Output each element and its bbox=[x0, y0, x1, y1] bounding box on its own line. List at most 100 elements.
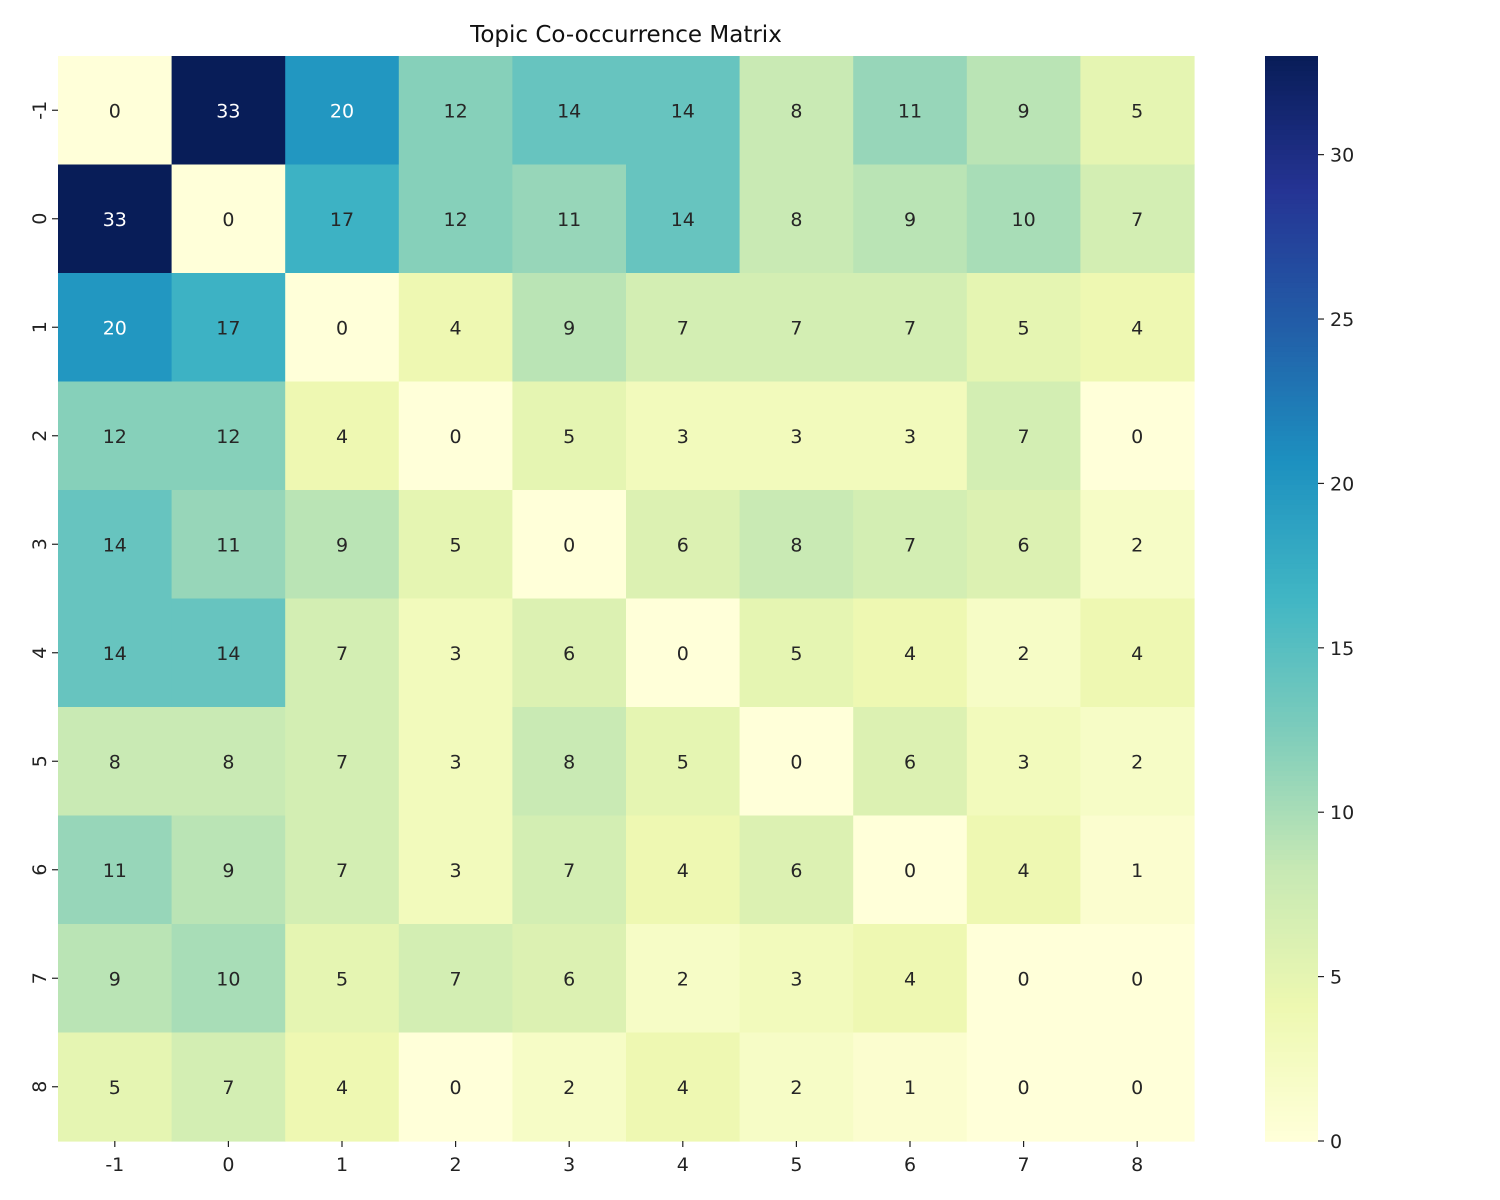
colorbar-tick-label: 30 bbox=[1330, 145, 1354, 167]
cell-value-label: 8 bbox=[109, 751, 121, 773]
heatmap-cell bbox=[171, 598, 286, 708]
heatmap-cell bbox=[739, 490, 854, 600]
colorbar-segment bbox=[1265, 563, 1318, 570]
colorbar-segment bbox=[1265, 928, 1318, 935]
heatmap-cell bbox=[398, 815, 513, 925]
heatmap-cell bbox=[853, 707, 968, 817]
colorbar-segment bbox=[1265, 120, 1318, 126]
colorbar-segment bbox=[1265, 169, 1318, 176]
colorbar-segment bbox=[1265, 144, 1318, 151]
colorbar-segment bbox=[1265, 75, 1318, 82]
colorbar-segment bbox=[1265, 154, 1318, 161]
cell-value-label: 5 bbox=[790, 643, 802, 665]
y-tick-label: 6 bbox=[29, 864, 51, 876]
heatmap-cell bbox=[398, 1032, 513, 1142]
cell-value-label: 9 bbox=[336, 534, 348, 556]
cell-value-label: 2 bbox=[790, 1077, 802, 1099]
colorbar-segment bbox=[1265, 277, 1318, 284]
colorbar-segment bbox=[1265, 149, 1318, 156]
colorbar-segment bbox=[1265, 578, 1318, 585]
heatmap-cell bbox=[966, 924, 1081, 1034]
colorbar-segment bbox=[1265, 351, 1318, 358]
heatmap-cell bbox=[853, 815, 968, 925]
colorbar-segment bbox=[1265, 445, 1318, 452]
colorbar-segment bbox=[1265, 997, 1318, 1004]
colorbar-segment bbox=[1265, 529, 1318, 536]
colorbar-segment bbox=[1265, 233, 1318, 240]
heatmap-cell bbox=[58, 815, 173, 925]
x-tick-label: 7 bbox=[1018, 1154, 1030, 1176]
x-axis: -1 0 1 2 3 4 5 6 7 8 bbox=[105, 1141, 1143, 1176]
heatmap-cell bbox=[1080, 1032, 1195, 1142]
colorbar-segment bbox=[1265, 243, 1318, 250]
colorbar-segment bbox=[1265, 381, 1318, 388]
cell-value-label: 12 bbox=[444, 100, 468, 122]
colorbar-segment bbox=[1265, 835, 1318, 841]
x-tick-label: 2 bbox=[450, 1154, 462, 1176]
colorbar-segment bbox=[1265, 134, 1318, 141]
heatmap-cell bbox=[626, 490, 741, 600]
cell-value-label: 14 bbox=[671, 100, 695, 122]
colorbar-segment bbox=[1265, 707, 1318, 713]
cell-value-label: 7 bbox=[563, 860, 575, 882]
colorbar-segment bbox=[1265, 938, 1318, 945]
heatmap-cell bbox=[398, 164, 513, 274]
colorbar-segment bbox=[1265, 332, 1318, 338]
cell-value-label: 11 bbox=[898, 100, 922, 122]
cell-value-label: 12 bbox=[103, 426, 127, 448]
cell-value-label: 8 bbox=[222, 751, 234, 773]
colorbar-segment bbox=[1265, 346, 1318, 353]
colorbar-segment bbox=[1265, 475, 1318, 481]
cell-value-label: 7 bbox=[904, 317, 916, 339]
colorbar-segment bbox=[1265, 218, 1318, 225]
heatmap-cell bbox=[398, 490, 513, 600]
colorbar-segment bbox=[1265, 470, 1318, 477]
cell-value-label: 14 bbox=[103, 534, 127, 556]
heatmap-cell bbox=[739, 381, 854, 491]
heatmap-cell bbox=[966, 815, 1081, 925]
heatmap-cell bbox=[853, 273, 968, 383]
colorbar-segment bbox=[1265, 371, 1318, 378]
colorbar-segment bbox=[1265, 115, 1318, 121]
heatmap-cell bbox=[58, 56, 173, 166]
colorbar-segment bbox=[1265, 618, 1318, 624]
heatmap-cell bbox=[398, 598, 513, 708]
colorbar-segment bbox=[1265, 682, 1318, 689]
colorbar-segment bbox=[1265, 238, 1318, 245]
colorbar-segment bbox=[1265, 524, 1318, 531]
heatmap-cell bbox=[853, 490, 968, 600]
colorbar-segment bbox=[1265, 1037, 1318, 1044]
heatmap-cells: 0 33 20 12 14 14 8 11 9 533 0 17 12 11 14 8 9 10 720 17 0 4 9 7… bbox=[58, 56, 1195, 1142]
heatmap-cell bbox=[285, 381, 400, 491]
heatmap-cell bbox=[285, 490, 400, 600]
cell-value-label: 0 bbox=[336, 317, 348, 339]
colorbar-segment bbox=[1265, 164, 1318, 171]
cell-value-label: 2 bbox=[1131, 751, 1143, 773]
cell-value-label: 6 bbox=[563, 968, 575, 990]
colorbar-segment bbox=[1265, 894, 1318, 901]
colorbar-segment bbox=[1265, 494, 1318, 501]
colorbar-segment bbox=[1265, 1052, 1318, 1058]
cell-value-label: 3 bbox=[450, 751, 462, 773]
cell-value-label: 17 bbox=[216, 317, 240, 339]
cell-value-label: 20 bbox=[103, 317, 127, 339]
cell-value-label: 20 bbox=[330, 100, 354, 122]
heatmap-cell bbox=[1080, 815, 1195, 925]
colorbar-segment bbox=[1265, 800, 1318, 807]
cell-value-label: 0 bbox=[1131, 426, 1143, 448]
heatmap-cell bbox=[58, 164, 173, 274]
colorbar-segment bbox=[1265, 504, 1318, 511]
cell-value-label: 8 bbox=[563, 751, 575, 773]
cell-value-label: 14 bbox=[216, 643, 240, 665]
colorbar-segment bbox=[1265, 988, 1318, 994]
heatmap-cell bbox=[1080, 490, 1195, 600]
colorbar-segment bbox=[1265, 1047, 1318, 1054]
cell-value-label: 1 bbox=[904, 1077, 916, 1099]
cell-value-label: 6 bbox=[904, 751, 916, 773]
y-tick-label: 1 bbox=[29, 321, 51, 333]
colorbar-segment bbox=[1265, 312, 1318, 319]
heatmap-cell bbox=[966, 490, 1081, 600]
cell-value-label: 7 bbox=[336, 751, 348, 773]
colorbar-segment bbox=[1265, 1042, 1318, 1049]
colorbar-segment bbox=[1265, 194, 1318, 200]
